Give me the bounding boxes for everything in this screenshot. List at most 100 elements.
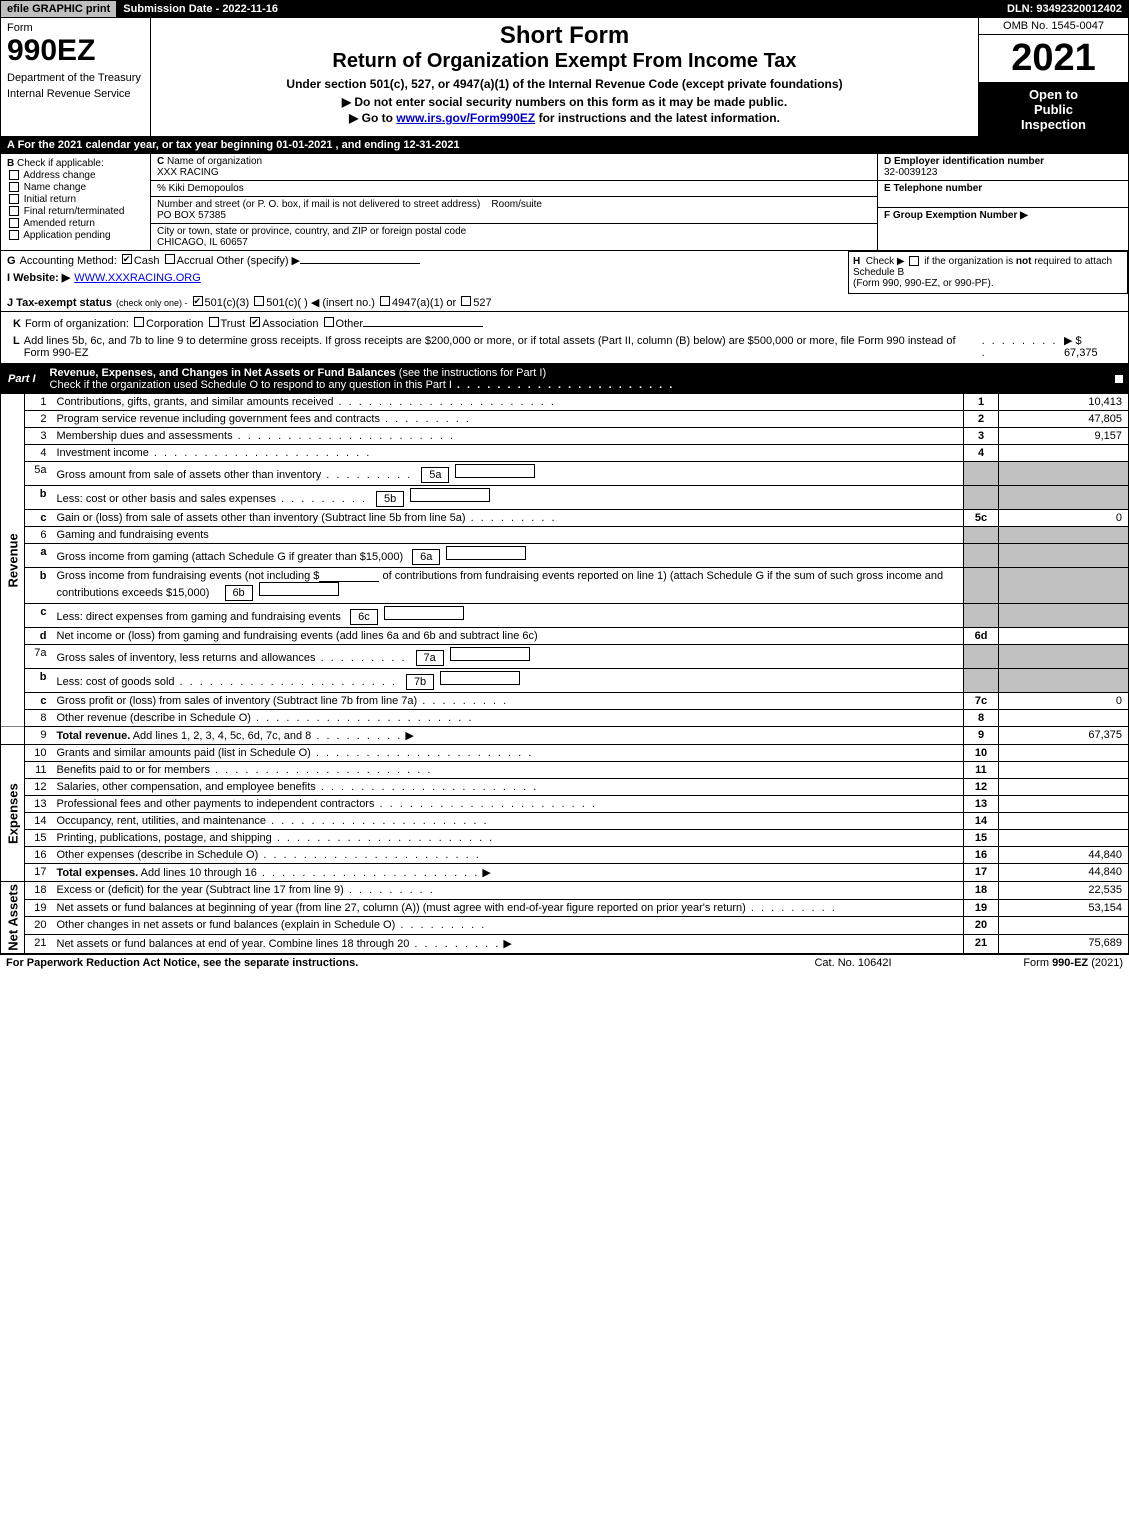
opt-final: Final return/terminated — [24, 206, 125, 217]
ref-7c: 7c — [964, 693, 999, 710]
website-link[interactable]: WWW.XXXRACING.ORG — [74, 272, 201, 284]
ref-7b-grey — [964, 669, 999, 693]
h-label: H — [853, 256, 860, 267]
ref-17: 17 — [964, 864, 999, 882]
opt-initial: Initial return — [24, 194, 76, 205]
check-trust[interactable] — [209, 317, 219, 327]
opt-pending: Application pending — [23, 230, 110, 241]
check-corporation[interactable] — [134, 317, 144, 327]
val-5c: 0 — [999, 510, 1129, 527]
val-21: 75,689 — [999, 934, 1129, 953]
topbar-spacer — [285, 1, 1001, 17]
val-16: 44,840 — [999, 847, 1129, 864]
val-11 — [999, 762, 1129, 779]
ln-7c: c — [25, 693, 53, 710]
g-text: Accounting Method: — [20, 255, 117, 267]
dept-irs: Internal Revenue Service — [7, 88, 144, 100]
part-i-endcheck[interactable] — [1109, 373, 1129, 385]
ref-3: 3 — [964, 428, 999, 445]
efile-print[interactable]: efile GRAPHIC print — [1, 1, 117, 17]
check-other-org[interactable] — [324, 317, 334, 327]
opt-amended: Amended return — [23, 218, 95, 229]
expenses-sidelabel: Expenses — [1, 745, 25, 882]
desc-12: Salaries, other compensation, and employ… — [53, 779, 964, 796]
iref-7b: 7b — [406, 674, 434, 690]
ref-12: 12 — [964, 779, 999, 796]
part-i-title-note: (see the instructions for Part I) — [399, 367, 546, 379]
ref-18: 18 — [964, 882, 999, 900]
lines-ghij: G Accounting Method: Cash Accrual Other … — [0, 251, 1129, 312]
ln-10: 10 — [25, 745, 53, 762]
city-label: City or town, state or province, country… — [157, 226, 466, 237]
irs-link[interactable]: www.irs.gov/Form990EZ — [396, 111, 535, 125]
short-form-title: Short Form — [159, 22, 970, 50]
section-kl: K Form of organization: Corporation Trus… — [0, 312, 1129, 364]
part-i-checknote: Check if the organization used Schedule … — [50, 379, 452, 391]
ln-6c: c — [25, 604, 53, 628]
b-lead-text: Check if applicable: — [17, 158, 104, 169]
d-row: D Employer identification number 32-0039… — [878, 154, 1128, 181]
i-label: I Website: ▶ — [7, 271, 70, 284]
val-6a-grey — [999, 544, 1129, 568]
ref-9: 9 — [964, 727, 999, 745]
omb-number: OMB No. 1545-0047 — [979, 18, 1128, 35]
val-5b-grey — [999, 486, 1129, 510]
footer-right: Form 990-EZ (2021) — [953, 957, 1123, 969]
instruction-ssn: ▶ Do not enter social security numbers o… — [159, 95, 970, 109]
check-amended-return[interactable]: Amended return — [7, 218, 144, 229]
desc-6b: Gross income from fundraising events (no… — [53, 568, 964, 604]
revenue-sidelabel: Revenue — [1, 394, 25, 727]
check-cash[interactable] — [122, 254, 132, 264]
opt-trust: Trust — [221, 318, 246, 330]
line-h-box: H Check ▶ if the organization is not req… — [848, 251, 1128, 294]
check-4947[interactable] — [380, 296, 390, 306]
val-6c-grey — [999, 604, 1129, 628]
opt-other-org: Other — [336, 318, 364, 330]
desc-10: Grants and similar amounts paid (list in… — [53, 745, 964, 762]
ln-6d: d — [25, 628, 53, 645]
page-footer: For Paperwork Reduction Act Notice, see … — [0, 954, 1129, 971]
check-address-change[interactable]: Address change — [7, 170, 144, 181]
ref-13: 13 — [964, 796, 999, 813]
ein-value: 32-0039123 — [884, 167, 937, 178]
iref-7a: 7a — [416, 650, 444, 666]
c-street-row: Number and street (or P. O. box, if mail… — [151, 197, 877, 224]
other-specify-blank — [300, 253, 420, 264]
header-left: Form 990EZ Department of the Treasury In… — [1, 18, 151, 136]
check-initial-return[interactable]: Initial return — [7, 194, 144, 205]
val-2: 47,805 — [999, 411, 1129, 428]
desc-6a: Gross income from gaming (attach Schedul… — [53, 544, 964, 568]
column-c: C Name of organization XXX RACING % Kiki… — [151, 154, 878, 250]
tax-year: 2021 — [979, 35, 1128, 83]
l-text: Add lines 5b, 6c, and 7b to line 9 to de… — [24, 335, 982, 359]
line-a: A For the 2021 calendar year, or tax yea… — [0, 137, 1129, 154]
check-association[interactable] — [250, 317, 260, 327]
val-9: 67,375 — [999, 727, 1129, 745]
val-12 — [999, 779, 1129, 796]
instr2-post: for instructions and the latest informat… — [535, 111, 780, 125]
part-i-table: Revenue 1 Contributions, gifts, grants, … — [0, 394, 1129, 954]
check-application-pending[interactable]: Application pending — [7, 230, 144, 241]
ref-6c-grey — [964, 604, 999, 628]
d-label: D Employer identification number — [884, 156, 1044, 167]
check-h[interactable] — [909, 256, 919, 266]
ref-5b-grey — [964, 486, 999, 510]
ref-19: 19 — [964, 899, 999, 917]
desc-11: Benefits paid to or for members — [53, 762, 964, 779]
check-final-return[interactable]: Final return/terminated — [7, 206, 144, 217]
check-accrual[interactable] — [165, 254, 175, 264]
line-g: G Accounting Method: Cash Accrual Other … — [1, 251, 848, 269]
opt-cash: Cash — [134, 255, 160, 267]
check-name-change[interactable]: Name change — [7, 182, 144, 193]
desc-7a: Gross sales of inventory, less returns a… — [53, 645, 964, 669]
ref-14: 14 — [964, 813, 999, 830]
ref-10: 10 — [964, 745, 999, 762]
check-501c3[interactable] — [193, 296, 203, 306]
check-501c[interactable] — [254, 296, 264, 306]
check-527[interactable] — [461, 296, 471, 306]
desc-14: Occupancy, rent, utilities, and maintena… — [53, 813, 964, 830]
val-15 — [999, 830, 1129, 847]
desc-20: Other changes in net assets or fund bala… — [53, 917, 964, 935]
desc-7c: Gross profit or (loss) from sales of inv… — [53, 693, 964, 710]
column-b: B Check if applicable: Address change Na… — [1, 154, 151, 250]
